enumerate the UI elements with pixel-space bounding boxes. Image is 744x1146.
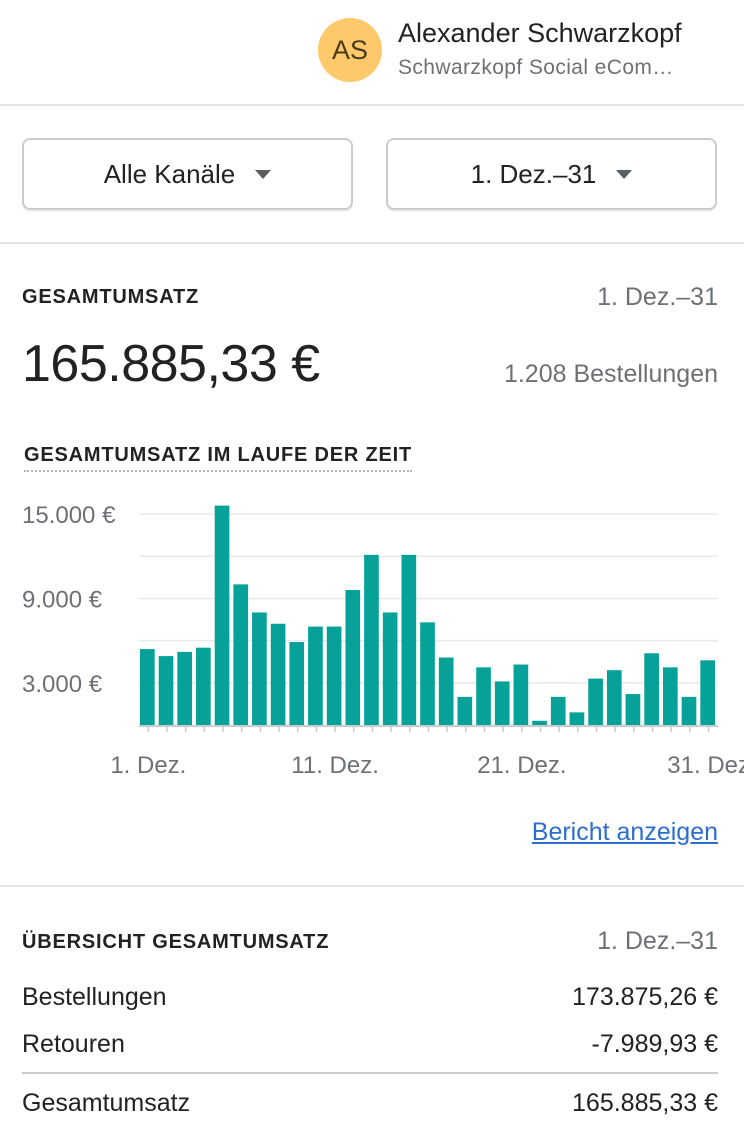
bar-day-11[interactable] <box>326 626 342 725</box>
user-name[interactable]: Alexander Schwarzkopf <box>398 18 682 48</box>
bar-day-27[interactable] <box>625 694 641 725</box>
overview-title: ÜBERSICHT GESAMTUMSATZ <box>22 931 330 953</box>
bar-day-21[interactable] <box>513 664 529 725</box>
view-report-link[interactable]: Bericht anzeigen <box>531 818 718 846</box>
bar-day-10[interactable] <box>308 626 323 725</box>
y-tick-label: 9.000 € <box>22 586 103 613</box>
bar-day-12[interactable] <box>345 590 361 725</box>
total-sales-period: 1. Dez.–31 <box>597 283 718 311</box>
divider <box>0 242 744 244</box>
chart-title[interactable]: GESAMTUMSATZ IM LAUFE DER ZEIT <box>24 444 413 472</box>
bar-day-14[interactable] <box>382 612 398 726</box>
bar-day-22[interactable] <box>532 720 547 725</box>
bar-day-18[interactable] <box>457 696 473 725</box>
bar-day-30[interactable] <box>681 696 697 725</box>
total-sales-title: GESAMTUMSATZ <box>22 286 199 308</box>
bar-day-2[interactable] <box>158 656 174 725</box>
divider <box>0 885 744 887</box>
x-tick-label: 11. Dez. <box>291 752 379 779</box>
channel-filter-button[interactable]: Alle Kanäle <box>22 138 353 210</box>
bar-day-15[interactable] <box>401 554 417 725</box>
bar-day-3[interactable] <box>177 651 193 725</box>
bar-day-17[interactable] <box>438 657 454 726</box>
returns-value: -7.989,93 € <box>591 1030 719 1058</box>
bar-day-23[interactable] <box>550 696 566 725</box>
top-bar: AS Alexander Schwarzkopf Schwarzkopf Soc… <box>0 0 744 106</box>
y-tick-label: 3.000 € <box>22 671 103 698</box>
orders-label: Bestellungen <box>22 983 167 1011</box>
sum-divider <box>22 1072 718 1074</box>
date-range-label: 1. Dez.–31 <box>470 158 597 189</box>
bar-day-9[interactable] <box>289 642 305 725</box>
bar-day-13[interactable] <box>364 554 379 725</box>
bar-day-7[interactable] <box>252 612 267 726</box>
bar-day-8[interactable] <box>270 623 286 725</box>
bar-day-20[interactable] <box>494 681 510 725</box>
bar-day-31[interactable] <box>700 660 715 725</box>
order-count: 1.208 Bestellungen <box>503 360 718 388</box>
channel-filter-label: Alle Kanäle <box>103 158 236 189</box>
store-name[interactable]: Schwarzkopf Social eCom… <box>398 56 674 79</box>
bar-day-6[interactable] <box>233 584 249 725</box>
avatar[interactable]: AS <box>318 18 382 82</box>
bar-day-19[interactable] <box>476 667 491 725</box>
sales-over-time-chart: 3.000 € 9.000 € 15.000 € 1. Dez. 11. Dez. 21.… <box>22 502 744 779</box>
bar-day-25[interactable] <box>588 678 603 725</box>
total-value: 165.885,33 € <box>572 1089 718 1117</box>
bar-day-16[interactable] <box>420 622 435 725</box>
total-sales-amount: 165.885,33 € <box>22 335 320 393</box>
orders-value: 173.875,26 € <box>572 983 718 1011</box>
total-label: Gesamtumsatz <box>22 1089 191 1117</box>
x-tick-label: 1. Dez. <box>110 752 186 779</box>
overview-period: 1. Dez.–31 <box>597 927 718 955</box>
bar-day-29[interactable] <box>662 667 678 725</box>
bar-day-28[interactable] <box>644 653 659 725</box>
x-tick-label: 21. Dez. <box>477 752 566 779</box>
x-tick-label: 31. Dez <box>667 752 744 779</box>
bar-day-5[interactable] <box>214 505 230 725</box>
bar-day-4[interactable] <box>196 647 211 725</box>
date-range-button[interactable]: 1. Dez.–31 <box>386 138 717 210</box>
caret-down-icon <box>255 169 272 179</box>
caret-down-icon <box>616 169 633 179</box>
bar-day-26[interactable] <box>606 670 622 725</box>
y-tick-label: 15.000 € <box>22 502 116 529</box>
returns-label: Retouren <box>22 1030 125 1058</box>
bar-day-24[interactable] <box>569 712 585 725</box>
bar-day-1[interactable] <box>140 649 155 725</box>
